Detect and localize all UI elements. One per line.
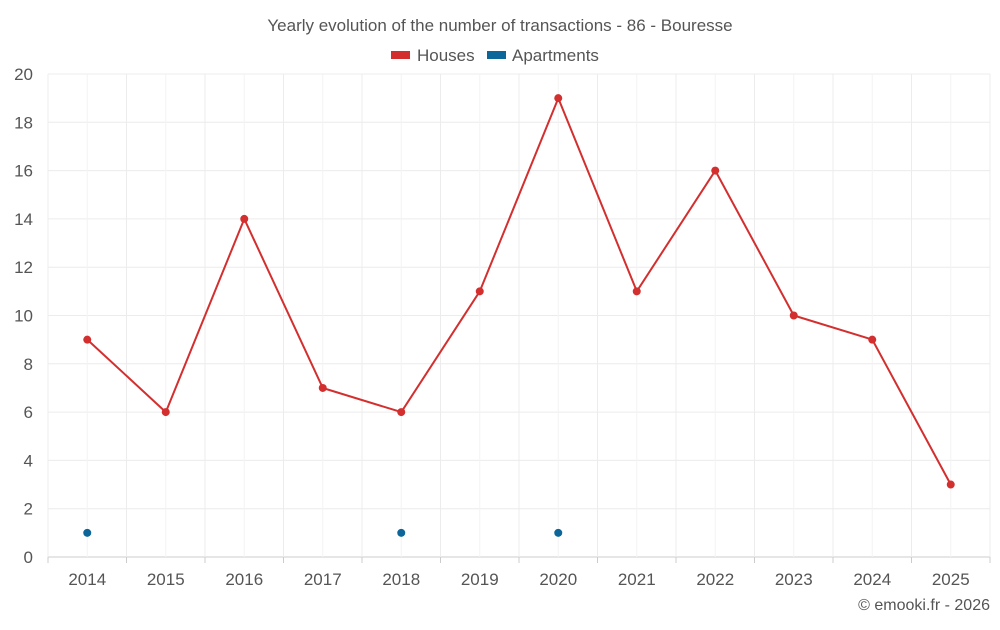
x-tick-label: 2018 bbox=[382, 570, 420, 589]
data-point-houses-2020[interactable] bbox=[554, 94, 563, 103]
y-tick-label: 4 bbox=[24, 451, 33, 470]
data-point-apartments-2014[interactable] bbox=[83, 528, 92, 537]
data-point-apartments-2018[interactable] bbox=[397, 528, 406, 537]
x-axis: 2014 2015 2016 2017 2018 2019 2020 2021 2022 2023… bbox=[47, 557, 991, 589]
y-tick-label: 8 bbox=[24, 355, 33, 374]
legend-label-apartments: Apartments bbox=[512, 46, 599, 65]
x-tick-label: 2023 bbox=[775, 570, 813, 589]
x-tick-label: 2016 bbox=[225, 570, 263, 589]
legend-label-houses: Houses bbox=[417, 46, 475, 65]
y-tick-label: 18 bbox=[14, 113, 33, 132]
grid bbox=[47, 73, 991, 558]
legend: Houses Apartments bbox=[391, 46, 599, 65]
y-axis: 0 2 4 6 8 10 12 14 16 18 20 bbox=[14, 65, 33, 567]
y-tick-label: 14 bbox=[14, 210, 33, 229]
data-point-houses-2024[interactable] bbox=[868, 335, 877, 344]
legend-item-apartments[interactable]: Apartments bbox=[487, 46, 599, 65]
data-point-apartments-2020[interactable] bbox=[554, 528, 563, 537]
y-tick-label: 20 bbox=[14, 65, 33, 84]
x-tick-label: 2015 bbox=[147, 570, 185, 589]
data-point-houses-2016[interactable] bbox=[240, 214, 249, 223]
x-tick-label: 2014 bbox=[68, 570, 106, 589]
data-point-houses-2022[interactable] bbox=[711, 166, 720, 175]
x-tick-label: 2020 bbox=[539, 570, 577, 589]
credit-text: © emooki.fr - 2026 bbox=[858, 597, 990, 614]
y-tick-label: 12 bbox=[14, 258, 33, 277]
legend-item-houses[interactable]: Houses bbox=[391, 46, 475, 65]
x-tick-label: 2024 bbox=[853, 570, 891, 589]
data-point-houses-2021[interactable] bbox=[632, 287, 641, 296]
y-tick-label: 16 bbox=[14, 162, 33, 181]
data-point-houses-2015[interactable] bbox=[161, 408, 170, 417]
x-tick-label: 2025 bbox=[932, 570, 970, 589]
x-tick-label: 2017 bbox=[304, 570, 342, 589]
y-tick-label: 6 bbox=[24, 403, 33, 422]
data-point-houses-2023[interactable] bbox=[789, 311, 798, 320]
x-tick-label: 2019 bbox=[461, 570, 499, 589]
chart-title: Yearly evolution of the number of transa… bbox=[267, 16, 732, 35]
legend-swatch-apartments bbox=[487, 51, 506, 59]
y-tick-label: 2 bbox=[24, 500, 33, 519]
legend-swatch-houses bbox=[391, 51, 410, 59]
data-point-houses-2017[interactable] bbox=[318, 383, 327, 392]
data-point-houses-2025[interactable] bbox=[946, 480, 955, 489]
data-point-houses-2019[interactable] bbox=[475, 287, 484, 296]
y-tick-label: 10 bbox=[14, 307, 33, 326]
data-point-houses-2018[interactable] bbox=[397, 408, 406, 417]
y-tick-label: 0 bbox=[24, 548, 33, 567]
data-point-houses-2014[interactable] bbox=[83, 335, 92, 344]
series-layer bbox=[83, 94, 955, 537]
x-tick-label: 2022 bbox=[696, 570, 734, 589]
series-line-houses bbox=[86, 97, 952, 486]
x-tick-label: 2021 bbox=[618, 570, 656, 589]
